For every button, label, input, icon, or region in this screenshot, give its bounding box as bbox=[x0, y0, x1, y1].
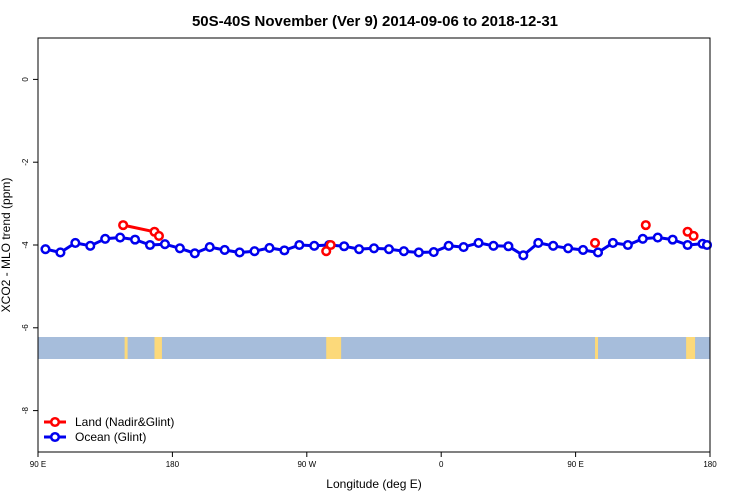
land-mask-patch bbox=[124, 337, 128, 359]
ocean-data-point bbox=[70, 237, 81, 248]
ocean-data-point bbox=[428, 246, 439, 258]
plot-area bbox=[38, 220, 713, 359]
ocean-data-point bbox=[518, 250, 529, 261]
ocean-data-point bbox=[503, 241, 514, 252]
ocean-data-point bbox=[100, 233, 111, 244]
ocean-data-point bbox=[55, 247, 66, 258]
y-tick-label: 0 bbox=[21, 77, 30, 82]
ocean-data-point bbox=[85, 240, 96, 251]
ocean-data-point bbox=[413, 247, 424, 258]
ocean-data-point bbox=[667, 234, 678, 245]
land-data-point bbox=[640, 220, 651, 231]
ocean-data-point bbox=[159, 239, 170, 250]
ocean-data-point bbox=[592, 247, 604, 258]
ocean-data-point bbox=[234, 247, 245, 258]
ocean-data-point bbox=[354, 244, 365, 255]
ocean-data-point bbox=[548, 240, 559, 251]
ocean-data-point bbox=[294, 239, 305, 251]
ocean-data-point bbox=[682, 239, 693, 251]
ocean-data-point bbox=[458, 242, 469, 253]
ocean-data-point bbox=[622, 239, 633, 251]
ocean-data-point bbox=[339, 241, 350, 252]
land-data-point bbox=[153, 230, 165, 241]
legend-marker bbox=[49, 416, 61, 428]
land-data-point bbox=[325, 239, 336, 251]
ocean-data-point bbox=[383, 244, 394, 255]
y-axis-label: XCO2 - MLO trend (ppm) bbox=[0, 178, 13, 313]
land-mask-patch bbox=[326, 337, 342, 359]
ocean-mask-band bbox=[38, 337, 710, 359]
land-data-point bbox=[688, 230, 699, 241]
ocean-data-point bbox=[607, 237, 618, 248]
legend-marker bbox=[49, 431, 61, 443]
ocean-data-point bbox=[652, 232, 663, 243]
ocean-data-point bbox=[701, 239, 713, 251]
ocean-data-point bbox=[309, 240, 320, 251]
ocean-data-point bbox=[637, 233, 648, 244]
x-axis: 90 E 180 90 W 0 90 E 180 bbox=[30, 452, 717, 469]
ocean-data-point bbox=[219, 244, 230, 256]
ocean-data-point bbox=[368, 243, 380, 254]
land-mask-patch bbox=[595, 337, 598, 359]
ocean-data-point bbox=[563, 243, 574, 254]
y-tick-label: -2 bbox=[21, 158, 30, 166]
x-tick-label: 90 E bbox=[567, 460, 583, 469]
ocean-data-point bbox=[264, 242, 275, 253]
y-tick-label: -8 bbox=[21, 406, 30, 414]
x-axis-label: Longitude (deg E) bbox=[326, 477, 421, 491]
ocean-data-point bbox=[488, 240, 499, 251]
ocean-data-point bbox=[115, 232, 126, 243]
ocean-data-point bbox=[398, 246, 409, 257]
legend-label: Land (Nadir&Glint) bbox=[75, 415, 174, 429]
ocean-data-point bbox=[144, 239, 156, 251]
x-tick-label: 90 E bbox=[30, 460, 46, 469]
ocean-data-point bbox=[130, 234, 141, 245]
land-data-point bbox=[118, 220, 129, 231]
ocean-data-point bbox=[443, 240, 454, 251]
y-axis: 0 -2 -4 -6 -8 bbox=[21, 77, 38, 414]
x-tick-label: 0 bbox=[439, 460, 444, 469]
land-data-point bbox=[589, 237, 601, 248]
ocean-data-point bbox=[174, 243, 185, 254]
legend: Land (Nadir&Glint)Ocean (Glint) bbox=[44, 415, 174, 444]
ocean-data-point bbox=[249, 246, 260, 257]
y-tick-label: -4 bbox=[21, 241, 30, 249]
ocean-data-point bbox=[40, 244, 51, 255]
ocean-data-point bbox=[204, 242, 215, 253]
ocean-data-point bbox=[189, 248, 200, 259]
legend-label: Ocean (Glint) bbox=[75, 430, 146, 444]
y-tick-label: -6 bbox=[21, 324, 30, 332]
chart-title: 50S-40S November (Ver 9) 2014-09-06 to 2… bbox=[192, 13, 558, 30]
land-mask-patch bbox=[154, 337, 162, 359]
ocean-data-point bbox=[279, 245, 290, 256]
ocean-data-point bbox=[578, 244, 589, 256]
ocean-data-point bbox=[533, 237, 544, 248]
land-mask-patch bbox=[686, 337, 696, 359]
x-tick-label: 180 bbox=[166, 460, 180, 469]
x-tick-label: 90 W bbox=[297, 460, 316, 469]
x-tick-label: 180 bbox=[703, 460, 717, 469]
ocean-data-point bbox=[473, 237, 484, 248]
ocean-series-line bbox=[45, 236, 708, 257]
